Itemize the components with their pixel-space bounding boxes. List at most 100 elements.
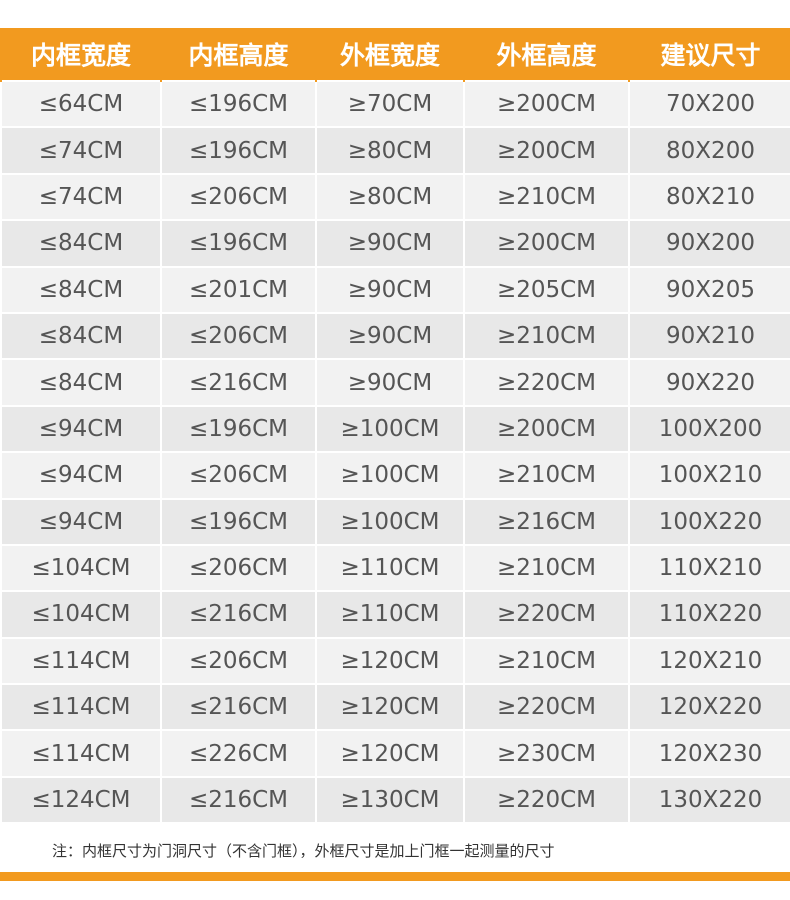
table-cell: ≥90CM <box>315 265 464 313</box>
table-cell: ≥70CM <box>315 79 464 128</box>
table-cell: ≥100CM <box>315 497 464 545</box>
table-cell: ≥200CM <box>463 404 629 453</box>
table-cell: ≤94CM <box>0 404 161 453</box>
table-cell: ≤196CM <box>160 79 316 128</box>
table-cell: ≥220CM <box>463 683 629 731</box>
table-cell: ≥200CM <box>463 79 629 128</box>
table-cell: 120X210 <box>628 636 790 685</box>
table-cell: ≥220CM <box>463 775 629 823</box>
table-cell: ≤84CM <box>0 311 161 360</box>
table-cell: 100X220 <box>628 497 790 545</box>
table-cell: ≤84CM <box>0 358 161 406</box>
table-cell: ≤74CM <box>0 126 161 174</box>
table-cell: ≥90CM <box>315 311 464 360</box>
table-row: ≤84CM ≤206CM ≥90CM ≥210CM 90X210 <box>0 311 790 360</box>
table-cell: ≥80CM <box>315 172 464 221</box>
table-cell: ≤114CM <box>0 683 161 731</box>
table-cell: 70X200 <box>628 79 790 128</box>
table-cell: ≥210CM <box>463 636 629 685</box>
table-cell: ≤216CM <box>160 358 316 406</box>
table-cell: ≤94CM <box>0 497 161 545</box>
table-cell: ≥210CM <box>463 311 629 360</box>
header-cell: 外框宽度 <box>315 28 464 81</box>
table-cell: ≥210CM <box>463 172 629 221</box>
table-row: ≤84CM ≤216CM ≥90CM ≥220CM 90X220 <box>0 358 790 406</box>
table-cell: ≥130CM <box>315 775 464 823</box>
table-cell: ≤84CM <box>0 265 161 313</box>
table-cell: ≥210CM <box>463 543 629 592</box>
table-row: ≤114CM ≤206CM ≥120CM ≥210CM 120X210 <box>0 636 790 685</box>
table-cell: 100X210 <box>628 451 790 499</box>
table-cell: ≤114CM <box>0 729 161 777</box>
table-row: ≤94CM ≤206CM ≥100CM ≥210CM 100X210 <box>0 451 790 499</box>
table-cell: 110X210 <box>628 543 790 592</box>
table-cell: ≤216CM <box>160 590 316 638</box>
table-cell: ≥100CM <box>315 404 464 453</box>
table-cell: ≥200CM <box>463 126 629 174</box>
table-cell: ≤206CM <box>160 451 316 499</box>
table-cell: ≥90CM <box>315 219 464 267</box>
table-cell: ≥210CM <box>463 451 629 499</box>
table-cell: ≥120CM <box>315 683 464 731</box>
table-cell: ≤216CM <box>160 683 316 731</box>
table-cell: 130X220 <box>628 775 790 823</box>
table-cell: ≤124CM <box>0 775 161 823</box>
table-row: ≤114CM ≤226CM ≥120CM ≥230CM 120X230 <box>0 729 790 777</box>
table-row: ≤74CM ≤196CM ≥80CM ≥200CM 80X200 <box>0 126 790 174</box>
table-cell: ≤196CM <box>160 219 316 267</box>
table-cell: 100X200 <box>628 404 790 453</box>
table-body: ≤64CM ≤196CM ≥70CM ≥200CM 70X200 ≤74CM ≤196CM ≥… <box>0 79 790 823</box>
header-cell: 建议尺寸 <box>628 28 790 81</box>
table-cell: 90X205 <box>628 265 790 313</box>
table-cell: ≥110CM <box>315 543 464 592</box>
table-cell: ≤196CM <box>160 497 316 545</box>
table-cell: ≤104CM <box>0 590 161 638</box>
table-cell: ≥220CM <box>463 590 629 638</box>
table-cell: ≥90CM <box>315 358 464 406</box>
table-row: ≤74CM ≤206CM ≥80CM ≥210CM 80X210 <box>0 172 790 221</box>
table-row: ≤94CM ≤196CM ≥100CM ≥200CM 100X200 <box>0 404 790 453</box>
table-cell: ≤201CM <box>160 265 316 313</box>
table-row: ≤124CM ≤216CM ≥130CM ≥220CM 130X220 <box>0 775 790 823</box>
table-cell: ≥120CM <box>315 729 464 777</box>
table-cell: 80X210 <box>628 172 790 221</box>
table-cell: ≥216CM <box>463 497 629 545</box>
table-cell: 120X230 <box>628 729 790 777</box>
header-cell: 内框高度 <box>160 28 316 81</box>
table-row: ≤114CM ≤216CM ≥120CM ≥220CM 120X220 <box>0 683 790 731</box>
table-cell: ≤84CM <box>0 219 161 267</box>
table-row: ≤104CM ≤216CM ≥110CM ≥220CM 110X220 <box>0 590 790 638</box>
table-cell: ≥110CM <box>315 590 464 638</box>
table-cell: ≤206CM <box>160 311 316 360</box>
table-row: ≤84CM ≤196CM ≥90CM ≥200CM 90X200 <box>0 219 790 267</box>
table-cell: ≤196CM <box>160 126 316 174</box>
header-cell: 外框高度 <box>463 28 629 81</box>
table-cell: ≤94CM <box>0 451 161 499</box>
table-cell: ≤74CM <box>0 172 161 221</box>
table-cell: ≥220CM <box>463 358 629 406</box>
bottom-bar <box>0 872 790 881</box>
header-row: 内框宽度 内框高度 外框宽度 外框高度 建议尺寸 <box>0 28 790 81</box>
table-cell: 120X220 <box>628 683 790 731</box>
size-table: 内框宽度 内框高度 外框宽度 外框高度 建议尺寸 ≤64CM ≤196CM ≥70CM ≥20… <box>0 28 790 823</box>
table-cell: ≤104CM <box>0 543 161 592</box>
table-cell: 80X200 <box>628 126 790 174</box>
table-row: ≤84CM ≤201CM ≥90CM ≥205CM 90X205 <box>0 265 790 313</box>
table-row: ≤64CM ≤196CM ≥70CM ≥200CM 70X200 <box>0 79 790 128</box>
table-cell: ≥80CM <box>315 126 464 174</box>
table-row: ≤94CM ≤196CM ≥100CM ≥216CM 100X220 <box>0 497 790 545</box>
table-cell: ≤216CM <box>160 775 316 823</box>
table-cell: 90X220 <box>628 358 790 406</box>
table-cell: ≤206CM <box>160 543 316 592</box>
table-cell: 90X210 <box>628 311 790 360</box>
table-row: ≤104CM ≤206CM ≥110CM ≥210CM 110X210 <box>0 543 790 592</box>
table-cell: ≥200CM <box>463 219 629 267</box>
table-cell: ≤206CM <box>160 636 316 685</box>
table-cell: ≤226CM <box>160 729 316 777</box>
table-cell: ≥230CM <box>463 729 629 777</box>
header-cell: 内框宽度 <box>0 28 161 81</box>
table-cell: ≥205CM <box>463 265 629 313</box>
table-cell: ≤196CM <box>160 404 316 453</box>
table-cell: ≤206CM <box>160 172 316 221</box>
